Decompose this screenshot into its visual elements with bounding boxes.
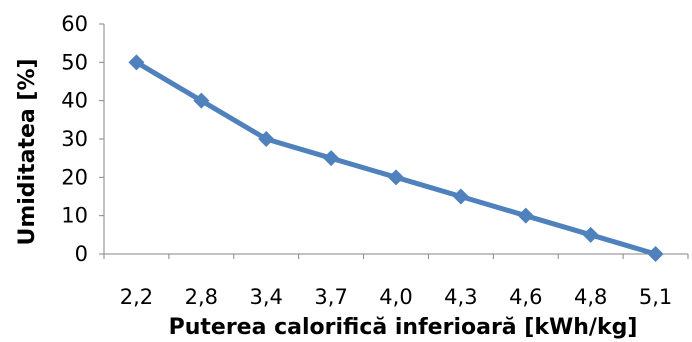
y-tick-label: 0 (75, 242, 88, 266)
y-axis-title: Umiditatea [%] (15, 58, 40, 245)
x-axis-ticks (103, 254, 689, 259)
series-line (133, 59, 659, 257)
x-axis-title: Puterea calorifică inferioară [kWh/kg] (169, 315, 638, 340)
series-layer (128, 54, 664, 262)
y-axis-tick-labels: 0 10 20 30 40 50 60 (61, 12, 88, 266)
y-tick-label: 30 (61, 127, 88, 151)
data-point-marker (193, 92, 210, 109)
x-axis-tick-labels: 2,2 2,8 3,4 3,7 4,0 4,3 4,6 4,8 5,1 (120, 285, 673, 309)
y-tick-label: 50 (61, 50, 88, 74)
y-tick-label: 40 (61, 89, 88, 113)
x-tick-label: 2,8 (185, 285, 218, 309)
y-tick-label: 20 (61, 165, 88, 189)
x-tick-label: 4,0 (379, 285, 412, 309)
data-point-marker (323, 150, 340, 167)
y-axis-ticks (99, 23, 104, 255)
y-tick-label: 60 (61, 12, 88, 36)
data-point-marker (517, 207, 534, 224)
x-tick-label: 3,7 (314, 285, 347, 309)
data-point-marker (582, 226, 599, 243)
x-tick-label: 2,2 (120, 285, 153, 309)
x-tick-label: 5,1 (639, 285, 672, 309)
x-tick-label: 3,4 (250, 285, 283, 309)
data-point-marker (128, 54, 145, 71)
x-tick-label: 4,6 (509, 285, 542, 309)
data-point-marker (452, 188, 469, 205)
plot-area: 0 10 20 30 40 50 60 2,2 2,8 3,4 3,7 4,0 4,3 4,6 4,8 5,… (61, 12, 689, 309)
data-point-marker (388, 169, 404, 186)
x-tick-label: 4,8 (574, 285, 607, 309)
data-point-marker (647, 246, 664, 262)
y-tick-label: 10 (61, 204, 88, 228)
data-point-marker (258, 131, 275, 147)
x-tick-label: 4,3 (444, 285, 477, 309)
